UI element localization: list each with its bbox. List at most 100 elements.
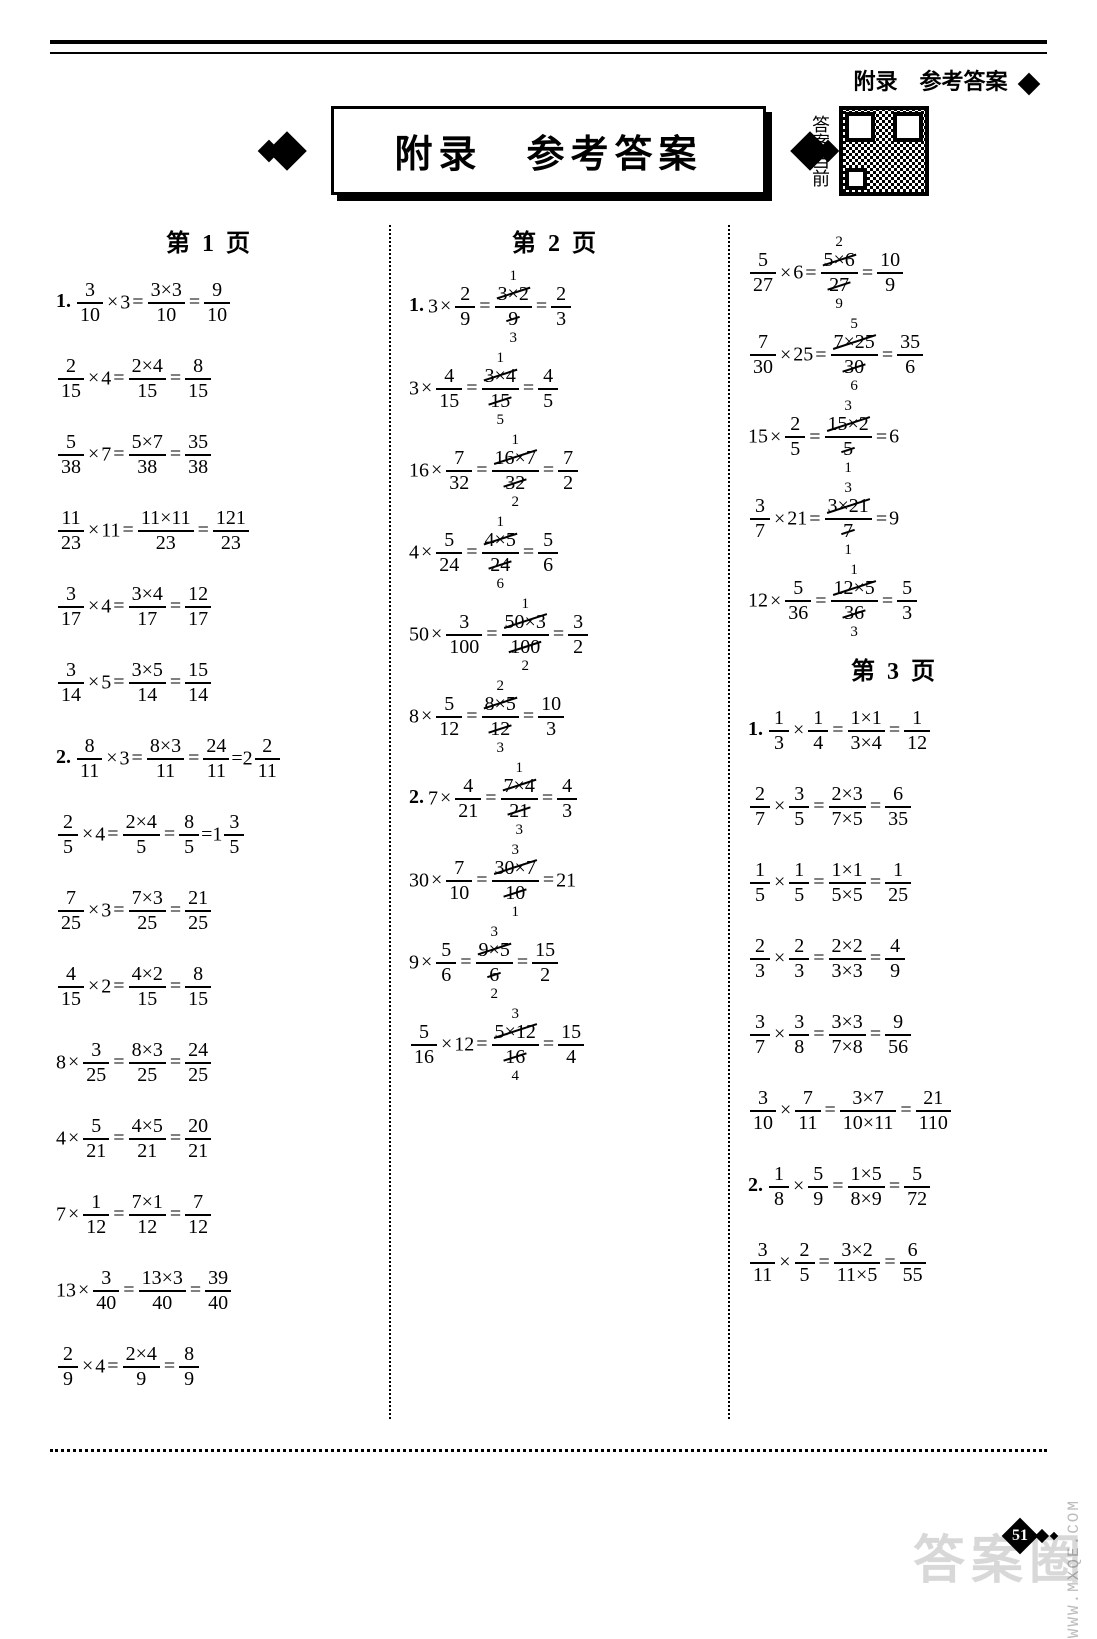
fraction: 910 <box>204 279 230 327</box>
equation: 516×12=35×12164=154 <box>409 1021 702 1069</box>
watermark: 答案圈 <box>913 1518 1087 1593</box>
fraction: 23 <box>551 283 571 331</box>
fraction: 512 <box>436 693 462 741</box>
fraction: 152 <box>532 939 558 987</box>
fraction: 2×37×5 <box>829 783 866 831</box>
equation: 2.18×59=1×58×9=572 <box>748 1163 1041 1211</box>
equation: 12×536=112×5363=53 <box>748 577 1041 625</box>
problem-number: 1. <box>748 718 763 740</box>
qr-label: 答案当前 <box>807 115 833 187</box>
fraction: 3940 <box>205 1267 231 1315</box>
fraction: 11×1123 <box>138 507 194 555</box>
fraction: 815 <box>185 963 211 1011</box>
fraction: 712 <box>185 1191 211 1239</box>
column-1: 第 1 页1.310×3=3×310=910215×4=2×415=815538… <box>50 225 369 1419</box>
fraction: 956 <box>885 1011 911 1059</box>
equation: 8×325=8×325=2425 <box>56 1039 363 1087</box>
equation: 16×732=116×7322=72 <box>409 447 702 495</box>
fraction: 72 <box>558 447 578 495</box>
equation: 4×524=14×5246=56 <box>409 529 702 577</box>
equation: 1123×11=11×1123=12123 <box>56 507 363 555</box>
fraction: 112×5363 <box>831 577 878 625</box>
equation: 1.13×14=1×13×4=112 <box>748 707 1041 755</box>
equation: 13×340=13×340=3940 <box>56 1267 363 1315</box>
equation: 1.3×29=13×293=23 <box>409 283 702 331</box>
fraction: 35 <box>224 811 244 859</box>
fraction: 732 <box>446 447 472 495</box>
fraction: 415 <box>58 963 84 1011</box>
fraction: 23 <box>789 935 809 983</box>
fraction: 38 <box>789 1011 809 1059</box>
equation: 730×25=57×25306=356 <box>748 331 1041 379</box>
fraction: 3100 <box>446 611 482 659</box>
fraction: 35×12164 <box>492 1021 539 1069</box>
fraction: 2×415 <box>129 355 166 403</box>
equation: 37×21=33×2171=9 <box>748 495 1041 543</box>
fraction: 655 <box>900 1239 926 1287</box>
fraction: 1×58×9 <box>848 1163 885 1211</box>
section-heading: 第 2 页 <box>409 231 702 259</box>
diamond-icon <box>268 131 308 171</box>
diamond-icon <box>1035 1529 1049 1543</box>
column-3: 527×6=25×6279=109730×25=57×25306=35615×2… <box>728 225 1047 1419</box>
fraction: 1514 <box>185 659 211 707</box>
fraction: 112 <box>904 707 930 755</box>
fraction: 89 <box>179 1343 199 1391</box>
problem-number: 1. <box>56 290 71 312</box>
fraction: 3×310 <box>148 279 185 327</box>
fraction: 317 <box>58 583 84 631</box>
equation: 23×23=2×23×3=49 <box>748 935 1041 983</box>
fraction: 4×521 <box>129 1115 166 1163</box>
fraction: 314 <box>58 659 84 707</box>
equation: 30×710=330×7101=21 <box>409 857 702 905</box>
diamond-icon <box>1050 1532 1058 1540</box>
equation: 317×4=3×417=1217 <box>56 583 363 631</box>
fraction: 211 <box>255 735 280 783</box>
fraction: 27 <box>750 783 770 831</box>
fraction: 1×15×5 <box>829 859 866 907</box>
fraction: 13 <box>769 707 789 755</box>
fraction: 325 <box>83 1039 109 1087</box>
columns: 第 1 页1.310×3=3×310=910215×4=2×415=815538… <box>50 225 1047 1419</box>
section-heading: 第 3 页 <box>748 659 1041 687</box>
fraction: 103 <box>538 693 564 741</box>
fraction: 311 <box>750 1239 775 1287</box>
equation: 527×6=25×6279=109 <box>748 249 1041 297</box>
equation: 2.811×3=8×311=2411=2211 <box>56 735 363 783</box>
page-number-diamond: 51 <box>1002 1518 1039 1555</box>
fraction: 3×37×8 <box>829 1011 866 1059</box>
fraction: 3×710×11 <box>840 1087 897 1135</box>
fraction: 516 <box>411 1021 437 1069</box>
equation: 1.310×3=3×310=910 <box>56 279 363 327</box>
fraction: 25 <box>795 1239 815 1287</box>
fraction: 1×13×4 <box>848 707 885 755</box>
fraction: 25 <box>785 413 805 461</box>
fraction: 7×112 <box>129 1191 166 1239</box>
fraction: 310 <box>77 279 103 327</box>
problem-number: 2. <box>409 786 424 808</box>
problem-number: 2. <box>748 1174 763 1196</box>
fraction: 4×215 <box>129 963 166 1011</box>
fraction: 13×293 <box>495 283 532 331</box>
fraction: 215 <box>58 355 84 403</box>
fraction: 310 <box>750 1087 776 1135</box>
fraction: 154 <box>558 1021 584 1069</box>
fraction: 725 <box>58 887 84 935</box>
equation: 9×56=39×562=152 <box>409 939 702 987</box>
equation: 415×2=4×215=815 <box>56 963 363 1011</box>
equation: 37×38=3×37×8=956 <box>748 1011 1041 1059</box>
fraction: 13×340 <box>139 1267 186 1315</box>
fraction: 15 <box>789 859 809 907</box>
fraction: 125 <box>885 859 911 907</box>
fraction: 315×251 <box>825 413 872 461</box>
fraction: 3538 <box>185 431 211 479</box>
fraction: 524 <box>436 529 462 577</box>
fraction: 18 <box>769 1163 789 1211</box>
fraction: 28×5123 <box>482 693 519 741</box>
equation: 29×4=2×49=89 <box>56 1343 363 1391</box>
problem-number: 1. <box>409 294 424 316</box>
fraction: 730 <box>750 331 776 379</box>
fraction: 1123 <box>58 507 84 555</box>
fraction: 56 <box>436 939 456 987</box>
fraction: 356 <box>897 331 923 379</box>
